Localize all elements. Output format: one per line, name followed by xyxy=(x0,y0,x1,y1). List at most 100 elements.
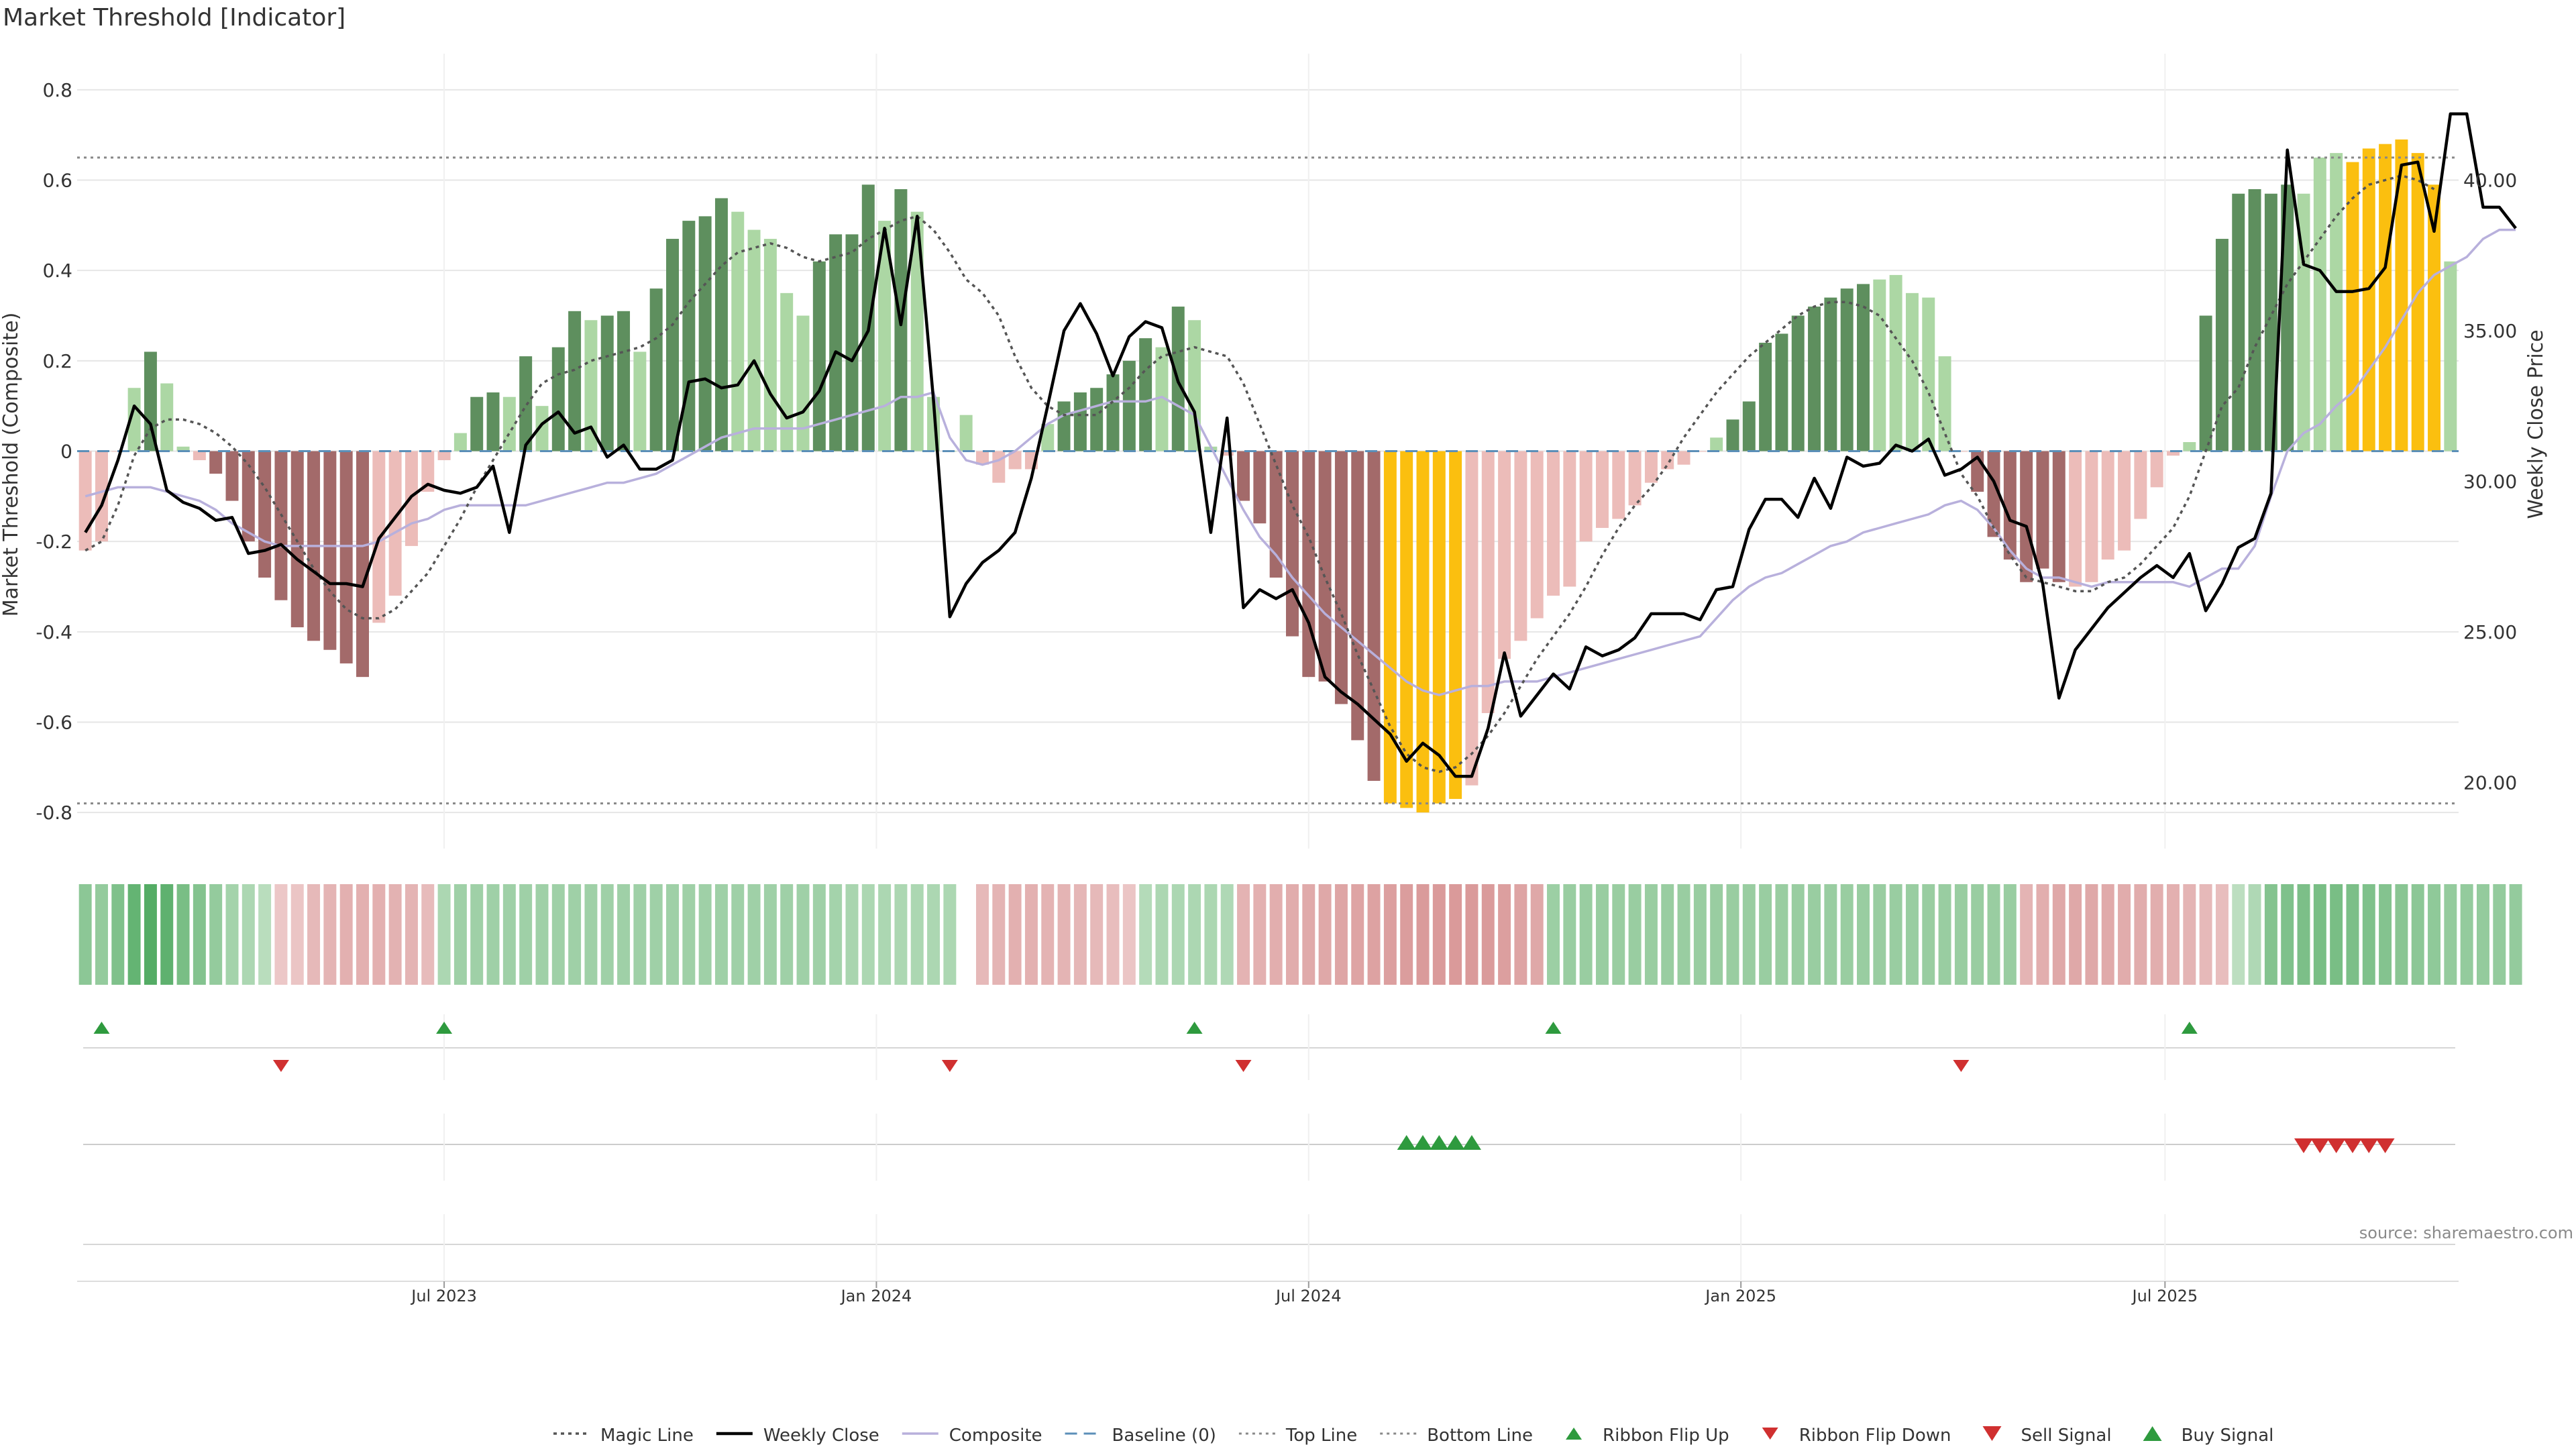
right-tick-label: 25.00 xyxy=(2463,621,2517,643)
ribbon-cell xyxy=(763,884,777,985)
sell-signal-marker xyxy=(2375,1138,2395,1153)
threshold-bar xyxy=(861,184,875,451)
threshold-bar xyxy=(1530,451,1544,619)
threshold-bar xyxy=(1808,307,1821,451)
ribbon-layer xyxy=(78,884,2522,985)
threshold-bar xyxy=(1905,292,1919,451)
threshold-bar xyxy=(2150,451,2163,488)
ribbon-cell xyxy=(2264,884,2277,985)
legend-swatch xyxy=(1566,1428,1582,1440)
legend-item: Magic Line xyxy=(553,1426,694,1446)
ribbon-cell xyxy=(372,884,386,985)
threshold-bar xyxy=(502,396,516,451)
ribbon-cell xyxy=(1726,884,1739,985)
ribbon-cell xyxy=(2232,884,2245,985)
threshold-bar xyxy=(2134,451,2147,519)
ribbon-cell xyxy=(682,884,696,985)
ribbon-cell xyxy=(2460,884,2473,985)
ribbon-cell xyxy=(502,884,516,985)
right-tick-label: 20.00 xyxy=(2463,771,2517,794)
left-tick-label: -0.4 xyxy=(36,621,72,643)
threshold-bar xyxy=(1155,347,1169,451)
ribbon-cell xyxy=(1285,884,1299,985)
legend-swatch xyxy=(1762,1428,1778,1440)
ribbon-cell xyxy=(2003,884,2017,985)
ribbon-cell xyxy=(1595,884,1609,985)
threshold-bar xyxy=(176,446,190,451)
right-tick-label: 40.00 xyxy=(2463,170,2517,192)
ribbon-cell xyxy=(1873,884,1886,985)
legend-item: Composite xyxy=(902,1426,1042,1446)
left-tick-label: -0.2 xyxy=(36,531,72,553)
threshold-bar xyxy=(600,315,614,451)
threshold-bar xyxy=(829,234,843,451)
threshold-bar xyxy=(1840,288,1854,451)
ribbon-cell xyxy=(2150,884,2163,985)
threshold-bar xyxy=(2248,189,2261,451)
legend-item: Top Line xyxy=(1238,1426,1357,1446)
ribbon-cell xyxy=(290,884,304,985)
ribbon-cell xyxy=(1710,884,1723,985)
ribbon-cell xyxy=(2313,884,2326,985)
ribbon-cell xyxy=(600,884,614,985)
threshold-bar xyxy=(1318,451,1332,682)
threshold-bar xyxy=(2052,451,2065,582)
legend-item: Ribbon Flip Up xyxy=(1566,1426,1729,1446)
threshold-bar xyxy=(1987,451,2000,537)
ribbon-cell xyxy=(2493,884,2506,985)
ribbon-cell xyxy=(535,884,549,985)
threshold-bar xyxy=(1514,451,1527,641)
threshold-bar xyxy=(812,261,826,451)
threshold-bar xyxy=(1628,451,1642,506)
legend-label: Ribbon Flip Up xyxy=(1603,1426,1729,1446)
ribbon-cell xyxy=(1612,884,1625,985)
threshold-bar xyxy=(1090,388,1104,451)
ribbon-cell xyxy=(1889,884,1902,985)
threshold-bar xyxy=(2330,153,2343,451)
ribbon-flip-down-marker xyxy=(1235,1060,1252,1072)
threshold-bar xyxy=(78,451,92,551)
threshold-bar xyxy=(421,451,435,492)
ribbon-cell xyxy=(78,884,92,985)
threshold-bar xyxy=(470,396,484,451)
ribbon-cell xyxy=(1220,884,1234,985)
threshold-bar xyxy=(1122,360,1136,451)
threshold-bar xyxy=(698,216,712,451)
threshold-bar xyxy=(2313,157,2326,451)
threshold-bar xyxy=(1563,451,1576,587)
signals-layer xyxy=(77,1014,2459,1282)
ribbon-cell xyxy=(1563,884,1576,985)
threshold-bar xyxy=(225,451,239,501)
ribbon-cell xyxy=(910,884,924,985)
threshold-bar xyxy=(2199,315,2212,451)
threshold-bar xyxy=(763,239,777,451)
ribbon-cell xyxy=(356,884,369,985)
ribbon-cell xyxy=(1041,884,1055,985)
ribbon-cell xyxy=(2411,884,2424,985)
threshold-bar xyxy=(258,451,272,578)
ribbon-cell xyxy=(829,884,843,985)
legend-label: Ribbon Flip Down xyxy=(1799,1426,1951,1446)
lines-layer xyxy=(77,112,2517,805)
ribbon-cell xyxy=(633,884,647,985)
ribbon-cell xyxy=(1644,884,1658,985)
buy-signal-marker xyxy=(1430,1135,1449,1150)
ribbon-cell xyxy=(2101,884,2114,985)
legend-swatch xyxy=(2143,1426,2162,1441)
threshold-bar xyxy=(992,451,1006,483)
ribbon-cell xyxy=(1547,884,1560,985)
threshold-bar xyxy=(2167,451,2180,456)
ribbon-cell xyxy=(1677,884,1690,985)
sell-signal-marker xyxy=(2359,1138,2379,1153)
threshold-bar xyxy=(2215,239,2229,451)
x-tick-label: Jul 2025 xyxy=(2131,1287,2198,1305)
ribbon-cell xyxy=(388,884,402,985)
ribbon-cell xyxy=(2069,884,2082,985)
ribbon-cell xyxy=(1253,884,1267,985)
ribbon-cell xyxy=(1628,884,1642,985)
ribbon-flip-up-marker xyxy=(93,1022,110,1034)
ribbon-cell xyxy=(1905,884,1919,985)
ribbon-cell xyxy=(1367,884,1381,985)
ribbon-cell xyxy=(1073,884,1087,985)
